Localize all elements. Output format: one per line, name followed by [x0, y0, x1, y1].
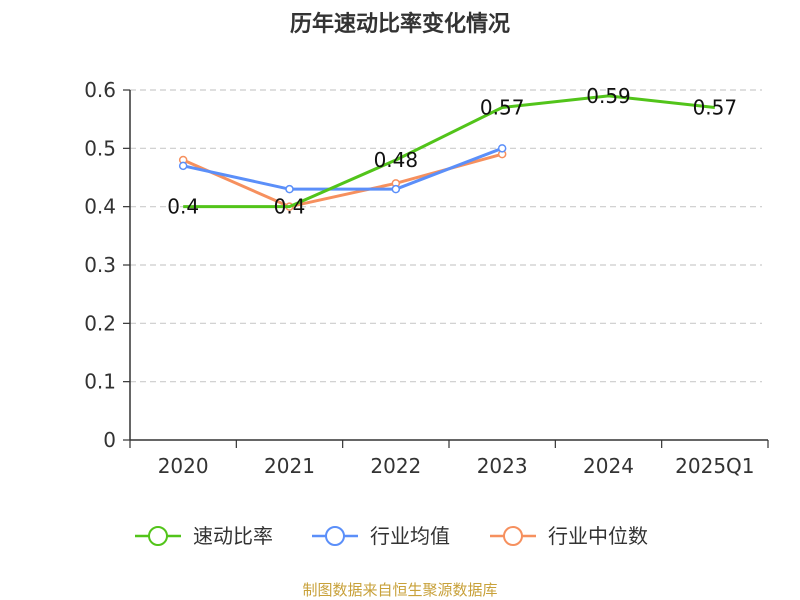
- legend-marker: [503, 526, 523, 546]
- series-point-1: [497, 144, 507, 153]
- y-tick-label: 0.5: [84, 136, 116, 160]
- data-label: 0.48: [374, 148, 419, 172]
- legend-item-1[interactable]: 行业均值: [312, 524, 450, 548]
- data-labels: 0.4 0.4 0.48 0.57 0.59 0.57: [167, 84, 737, 219]
- legend-item-0[interactable]: 速动比率: [135, 524, 273, 548]
- legend-marker: [325, 526, 345, 546]
- x-tick-label: 2025Q1: [675, 454, 754, 478]
- legend-item-2[interactable]: 行业中位数: [490, 524, 648, 548]
- series-point-1: [285, 184, 294, 194]
- data-label: 0.57: [693, 96, 738, 120]
- x-tick-label: 2021: [264, 454, 315, 478]
- y-tick-label: 0.4: [84, 195, 116, 219]
- series-line-2: [182, 152, 503, 209]
- source-note: 制图数据来自恒生聚源数据库: [302, 581, 497, 599]
- data-label: 0.57: [480, 96, 525, 120]
- y-tick-label: 0.6: [84, 78, 116, 102]
- y-tick-label: 0.2: [84, 311, 116, 335]
- series-point-1: [178, 161, 188, 171]
- series-line-1: [182, 146, 503, 191]
- legend-label: 行业中位数: [548, 524, 648, 548]
- y-tick-label: 0.3: [84, 253, 116, 277]
- legend-label: 行业均值: [370, 524, 450, 548]
- chart-title: 历年速动比率变化情况: [290, 11, 510, 37]
- legend: 速动比率 行业均值 行业中位数: [135, 524, 648, 548]
- legend-label: 速动比率: [193, 524, 273, 548]
- series-layer: [178, 94, 715, 211]
- x-tick-label: 2022: [370, 454, 421, 478]
- y-tick-label: 0.1: [84, 370, 116, 394]
- axes: 0 0.1 0.2 0.3 0.4 0.5 0.6 2020 2021 2022 2023 2024 2…: [84, 78, 769, 478]
- series-line-0: [183, 94, 715, 209]
- x-tick-label: 2023: [477, 454, 528, 478]
- x-tick-label: 2020: [158, 454, 209, 478]
- data-label: 0.4: [274, 195, 306, 219]
- data-label: 0.59: [586, 84, 631, 108]
- x-tick-label: 2024: [583, 454, 634, 478]
- legend-marker: [148, 526, 168, 546]
- data-label: 0.4: [167, 195, 199, 219]
- series-point-1: [391, 184, 401, 194]
- y-tick-label: 0: [103, 428, 116, 452]
